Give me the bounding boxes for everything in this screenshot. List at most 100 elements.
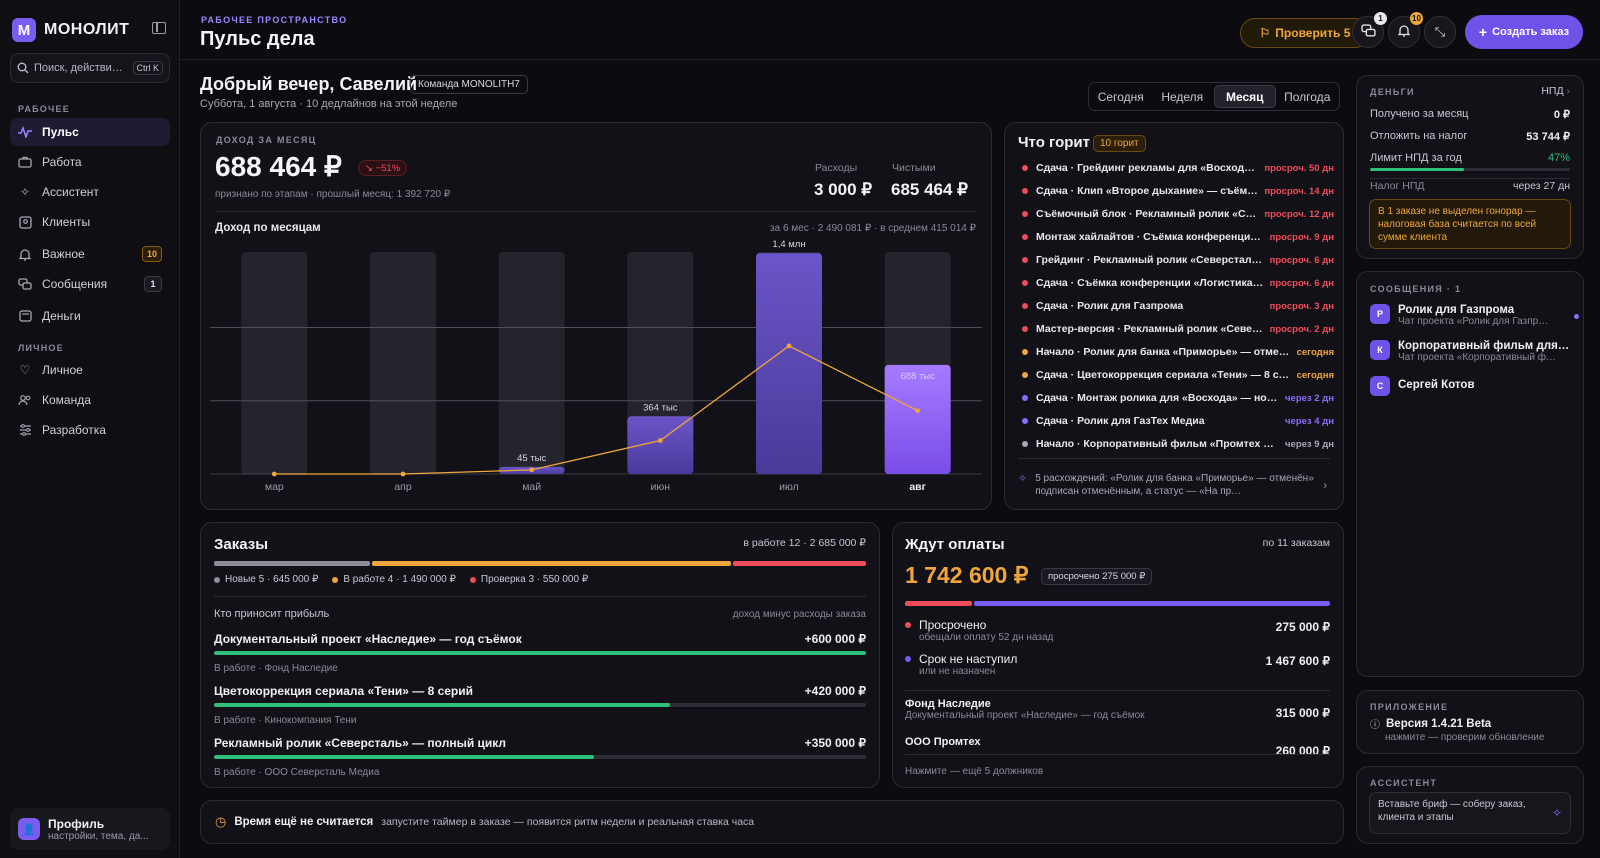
profit-row-title: Рекламный ролик «Северсталь» — полный ци…: [214, 736, 507, 750]
timer-banner[interactable]: ◷ Время ещё не считается запустите тайме…: [200, 800, 1344, 844]
sidebar-item-personal[interactable]: ♡ Личное: [10, 356, 170, 384]
x-tick-label: июн: [651, 481, 671, 493]
assistant-input[interactable]: Вставьте бриф — соберу заказ, клиента и …: [1369, 792, 1571, 834]
profit-row-sub: В работе · Кинокомпания Тени: [214, 715, 357, 726]
period-month[interactable]: Месяц: [1214, 85, 1276, 108]
search-input[interactable]: Поиск, действи… Ctrl K: [10, 53, 170, 83]
hot-item[interactable]: Сдача · Клип «Второе дыхание» — съёмк… пр…: [1022, 181, 1334, 201]
users-icon: [18, 393, 32, 407]
hot-item-text: Грейдинг · Рекламный ролик «Северсталь…: [1036, 254, 1264, 266]
debtor-row[interactable]: ООО Промтех 260 000 ₽: [905, 736, 1330, 754]
profit-row[interactable]: Документальный проект «Наследие» — год с…: [214, 632, 866, 674]
sidebar-item-money[interactable]: Деньги: [10, 302, 170, 330]
message-item[interactable]: К Корпоративный фильм для С… Чат проекта …: [1370, 340, 1570, 363]
hot-item[interactable]: Сдача · Монтаж ролика для «Восхода» — но…: [1022, 388, 1334, 408]
sidebar-item-label: Команда: [42, 393, 91, 407]
profit-row-bar: [214, 755, 866, 759]
profit-row[interactable]: Рекламный ролик «Северсталь» — полный ци…: [214, 736, 866, 778]
sidebar-item-clients[interactable]: Клиенты: [10, 208, 170, 236]
expenses-label: Расходы: [815, 162, 858, 174]
team-chip[interactable]: Команда MONOLITH7: [410, 75, 528, 94]
money-label: ДЕНЬГИ: [1370, 87, 1415, 97]
check-button-label: Проверить 5: [1275, 26, 1351, 40]
hot-item-status: просроч. 3 дн: [1269, 300, 1334, 312]
sidebar-item-important[interactable]: Важное 10: [10, 240, 170, 268]
divider: [905, 754, 1330, 755]
status-dot: [1022, 395, 1028, 401]
timer-title: Время ещё не считается: [234, 816, 374, 828]
sidebar-collapse-icon[interactable]: [152, 22, 166, 34]
debtor-value: 260 000 ₽: [1275, 744, 1330, 754]
x-tick-label: мар: [265, 481, 284, 493]
discrepancies-link[interactable]: ✧ 5 расхождений: «Ролик для банка «Примо…: [1018, 472, 1332, 498]
more-debtors-link[interactable]: Нажмите — ещё 5 должников: [905, 766, 1044, 777]
tax-warning[interactable]: В 1 заказе не выделен гонорар — налогова…: [1369, 199, 1571, 249]
status-dot: [1022, 211, 1028, 217]
sidebar-item-team[interactable]: Команда: [10, 386, 170, 414]
period-week[interactable]: Неделя: [1161, 89, 1204, 104]
sidebar-item-label: Сообщения: [42, 277, 108, 291]
hot-item[interactable]: Мастер-версия · Рекламный ролик «Северст…: [1022, 319, 1334, 339]
hot-item-status: просроч. 50 дн: [1264, 162, 1334, 174]
npd-link[interactable]: НПД ›: [1500, 85, 1570, 97]
discrepancies-text: 5 расхождений: «Ролик для банка «Приморь…: [1035, 473, 1314, 497]
legend-label: В работе 4 · 1 490 000 ₽: [343, 574, 456, 585]
hot-item[interactable]: Грейдинг · Рекламный ролик «Северсталь… п…: [1022, 250, 1334, 270]
message-title: Корпоративный фильм для С…: [1398, 340, 1570, 352]
hot-item[interactable]: Начало · Ролик для банка «Приморье» — от…: [1022, 342, 1334, 362]
hot-item[interactable]: Начало · Корпоративный фильм «Промтех —……: [1022, 434, 1334, 454]
chat-avatar: Р: [1370, 304, 1390, 324]
debtor-project: Документальный проект «Наследие» — год с…: [905, 710, 1145, 721]
bar-value-label: 1,4 млн: [772, 239, 805, 250]
sidebar-item-work[interactable]: Работа: [10, 148, 170, 176]
payment-row-pending[interactable]: Срок не наступил или не назначен 1 467 6…: [905, 652, 1330, 677]
greeting-subline: Суббота, 1 августа · 10 дедлайнов на это…: [200, 98, 458, 110]
hot-item[interactable]: Съёмочный блок · Рекламный ролик «Се… про…: [1022, 204, 1334, 224]
npd-tax-row: Налог НПД через 27 дн: [1370, 180, 1570, 192]
profit-row[interactable]: Цветокоррекция сериала «Тени» — 8 серий …: [214, 684, 866, 726]
sidebar-item-assistant[interactable]: ✧ Ассистент: [10, 178, 170, 206]
legend-label: Новые 5 · 645 000 ₽: [225, 574, 319, 585]
sidebar-item-label: Разработка: [42, 423, 106, 437]
greeting-title: Добрый вечер, Савелий: [200, 74, 418, 94]
check-button[interactable]: ⚐ Проверить 5: [1240, 18, 1370, 48]
money-row-value: через 27 дн: [1512, 180, 1570, 192]
money-row-value: 0 ₽: [1553, 109, 1570, 121]
hot-item-text: Сдача · Ролик для ГазТех Медиа: [1036, 415, 1205, 427]
income-label: ДОХОД ЗА МЕСЯЦ: [216, 135, 317, 145]
period-today[interactable]: Сегодня: [1097, 89, 1144, 104]
hot-item[interactable]: Сдача · Ролик для ГазТех Медиа через 4 дн: [1022, 411, 1334, 431]
hot-item[interactable]: Сдача · Цветокоррекция сериала «Тени» — …: [1022, 365, 1334, 385]
payments-split-bar: [905, 601, 1330, 606]
app-card[interactable]: [1356, 690, 1584, 754]
status-segment: [371, 561, 732, 566]
message-item[interactable]: С Сергей Котов: [1370, 376, 1570, 396]
profit-row-value: +350 000 ₽: [804, 736, 866, 750]
bar-background: [498, 252, 565, 474]
sidebar-item-messages[interactable]: Сообщения 1: [10, 270, 170, 298]
overdue-chip: просрочено 275 000 ₽: [1041, 568, 1153, 585]
hot-item[interactable]: Монтаж хайлайтов · Съёмка конференции… пр…: [1022, 227, 1334, 247]
sidebar-item-dev[interactable]: Разработка: [10, 416, 170, 444]
hot-item[interactable]: Сдача · Съёмка конференции «Логистика … п…: [1022, 273, 1334, 293]
assistant-placeholder: Вставьте бриф — соберу заказ, клиента и …: [1378, 799, 1526, 823]
brand-logo[interactable]: M МОНОЛИТ: [12, 18, 129, 42]
notifications-button[interactable]: 10: [1388, 12, 1423, 48]
create-order-button[interactable]: + Создать заказ: [1465, 15, 1583, 49]
trend-point: [657, 438, 663, 443]
debtor-row[interactable]: Фонд Наследие Документальный проект «Нас…: [905, 698, 1330, 736]
period-halfyear[interactable]: Полгода: [1284, 89, 1331, 104]
hot-item[interactable]: Сдача · Ролик для Газпрома просроч. 3 дн: [1022, 296, 1334, 316]
orders-meta: в работе 12 · 2 685 000 ₽: [743, 537, 866, 549]
sidebar-item-pulse[interactable]: Пульс: [10, 118, 170, 146]
messages-button[interactable]: 1: [1352, 12, 1387, 48]
focus-mode-button[interactable]: ⤡: [1424, 16, 1456, 48]
hot-item[interactable]: Сдача · Грейдинг рекламы для «Восхода… пр…: [1022, 158, 1334, 178]
payment-row-overdue[interactable]: Просрочено обещали оплату 52 дн назад 27…: [905, 618, 1330, 643]
status-segment: [214, 561, 370, 566]
profile-button[interactable]: 👤 Профиль настройки, тема, да...: [10, 808, 170, 850]
sparkle-icon[interactable]: ✧: [1551, 806, 1562, 820]
profit-row-bar: [214, 651, 866, 655]
sparkle-icon: ✧: [1018, 473, 1028, 485]
message-item[interactable]: Р Ролик для Газпрома Чат проекта «Ролик д…: [1370, 304, 1570, 327]
